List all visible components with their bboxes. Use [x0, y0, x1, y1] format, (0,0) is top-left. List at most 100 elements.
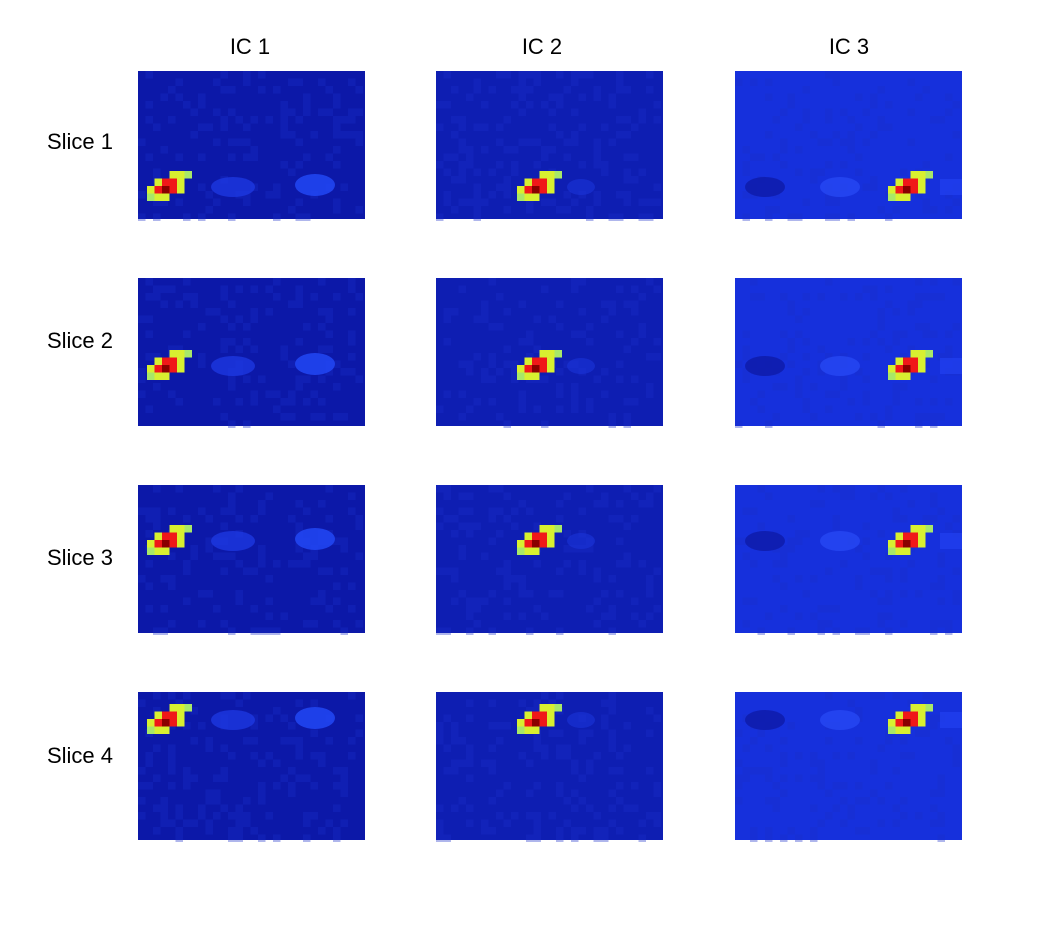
texture-cell — [623, 485, 631, 493]
texture-cell — [802, 353, 810, 361]
texture-cell — [840, 782, 848, 790]
texture-cell — [318, 278, 326, 286]
texture-cell — [802, 368, 810, 376]
texture-cell — [795, 390, 803, 398]
texture-cell — [593, 620, 601, 628]
texture-cell — [795, 530, 803, 538]
texture-cell — [541, 285, 549, 293]
texture-cell — [273, 834, 281, 842]
texture-cell — [646, 707, 654, 715]
texture-cell — [892, 819, 900, 827]
texture-cell — [526, 330, 534, 338]
texture-cell — [153, 692, 161, 700]
texture-cell — [601, 168, 609, 176]
texture-cell — [220, 338, 228, 346]
texture-cell — [653, 285, 661, 293]
texture-cell — [303, 375, 311, 383]
texture-cell — [937, 353, 945, 361]
texture-cell — [840, 819, 848, 827]
texture-cell — [780, 293, 788, 301]
texture-cell — [952, 567, 960, 575]
faint-blob — [211, 356, 255, 376]
texture-cell — [348, 131, 356, 139]
texture-cell — [436, 101, 444, 109]
texture-cell — [817, 767, 825, 775]
texture-cell — [325, 345, 333, 353]
texture-cell — [526, 707, 534, 715]
texture-cell — [877, 530, 885, 538]
hotspot-cell — [154, 540, 162, 548]
texture-cell — [235, 834, 243, 842]
texture-cell — [198, 93, 206, 101]
texture-cell — [578, 797, 586, 805]
texture-cell — [945, 345, 953, 353]
texture-cell — [847, 699, 855, 707]
heatmap-panel — [436, 692, 663, 842]
texture-cell — [892, 383, 900, 391]
hotspot-cell — [169, 525, 177, 533]
texture-cell — [168, 819, 176, 827]
texture-cell — [243, 375, 251, 383]
faint-blob — [820, 356, 860, 376]
texture-cell — [466, 161, 474, 169]
texture-cell — [243, 138, 251, 146]
texture-cell — [735, 782, 743, 790]
texture-cell — [825, 213, 833, 221]
texture-cell — [288, 413, 296, 421]
texture-cell — [556, 323, 564, 331]
hotspot-cell — [903, 532, 911, 540]
texture-cell — [488, 722, 496, 730]
texture-cell — [473, 198, 481, 206]
faint-blob — [295, 707, 335, 729]
texture-cell — [458, 138, 466, 146]
hotspot-cell — [169, 540, 177, 548]
texture-cell — [443, 198, 451, 206]
texture-cell — [183, 774, 191, 782]
texture-cell — [742, 330, 750, 338]
texture-cell — [153, 627, 161, 635]
hotspot-cell — [517, 365, 525, 373]
texture-cell — [220, 413, 228, 421]
texture-cell — [885, 590, 893, 598]
texture-cell — [870, 590, 878, 598]
hotspot-cell — [517, 547, 525, 555]
texture-cell — [451, 804, 459, 812]
texture-cell — [638, 560, 646, 568]
hotspot-cell — [524, 178, 532, 186]
texture-cell — [601, 714, 609, 722]
texture-cell — [451, 759, 459, 767]
texture-cell — [295, 213, 303, 221]
texture-cell — [355, 714, 363, 722]
texture-cell — [318, 827, 326, 835]
texture-cell — [780, 737, 788, 745]
hotspot-cell — [910, 186, 918, 194]
texture-cell — [295, 293, 303, 301]
texture-cell — [802, 308, 810, 316]
texture-cell — [496, 485, 504, 493]
texture-cell — [892, 767, 900, 775]
texture-cell — [250, 398, 258, 406]
texture-cell — [518, 500, 526, 508]
texture-cell — [795, 123, 803, 131]
texture-cell — [466, 153, 474, 161]
texture-cell — [855, 168, 863, 176]
hotspot-cell — [532, 357, 540, 365]
hotspot-cell — [888, 372, 896, 380]
texture-cell — [787, 93, 795, 101]
texture-cell — [518, 338, 526, 346]
texture-cell — [496, 293, 504, 301]
texture-cell — [496, 789, 504, 797]
texture-cell — [348, 582, 356, 590]
texture-cell — [160, 797, 168, 805]
texture-cell — [780, 552, 788, 560]
texture-cell — [436, 405, 444, 413]
texture-cell — [303, 93, 311, 101]
texture-cell — [138, 191, 146, 199]
hotspot-cell — [539, 350, 547, 358]
texture-cell — [153, 285, 161, 293]
texture-cell — [638, 620, 646, 628]
texture-cell — [145, 530, 153, 538]
texture-cell — [220, 507, 228, 515]
texture-cell — [952, 198, 960, 206]
faint-blob — [567, 358, 595, 374]
